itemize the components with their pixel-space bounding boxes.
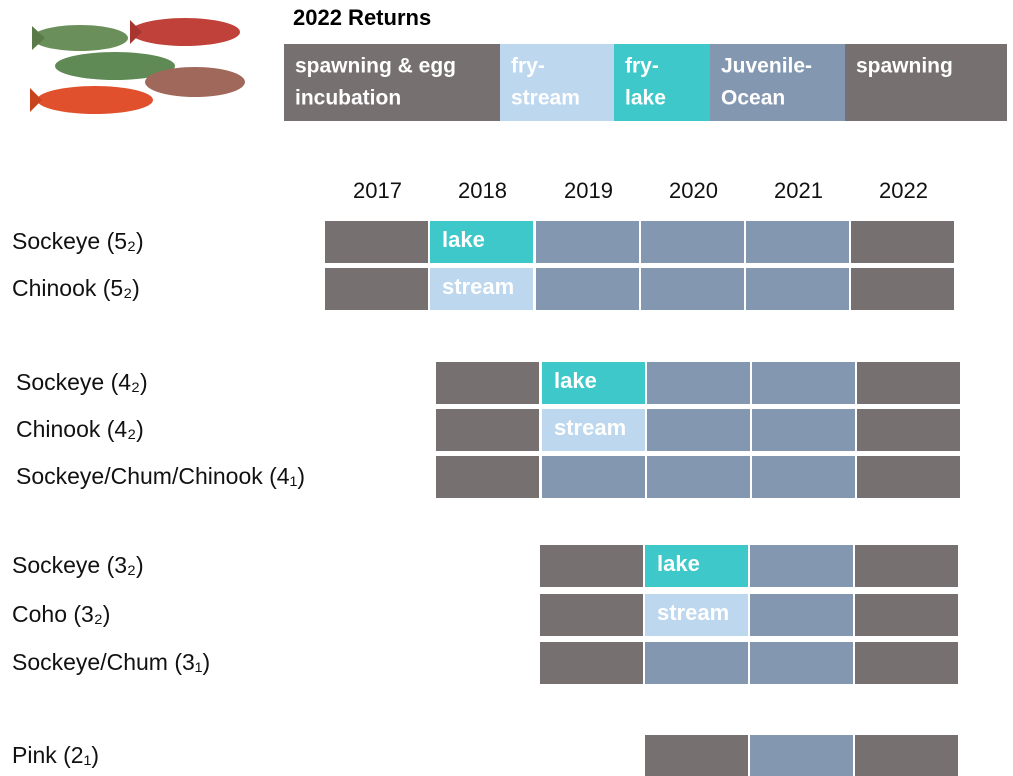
legend-swatch [710, 44, 845, 121]
stage-cell [641, 268, 744, 310]
stage-cell [645, 642, 748, 684]
stage-cell [855, 735, 958, 776]
stage-cell [855, 594, 958, 636]
stage-cell [436, 409, 539, 451]
legend-label: Juvenile- [721, 55, 812, 78]
stage-cell [750, 594, 853, 636]
year-label: 2018 [458, 178, 507, 203]
stage-cell [542, 456, 645, 498]
stage-cell [746, 268, 849, 310]
year-label: 2017 [353, 178, 402, 203]
stage-cell [855, 545, 958, 587]
stage-label: lake [442, 227, 485, 252]
stage-cell [857, 362, 960, 404]
legend-label: stream [511, 87, 580, 110]
stage-cell [752, 409, 855, 451]
stage-cell [750, 642, 853, 684]
stage-cell [851, 268, 954, 310]
legend-swatch [614, 44, 710, 121]
stage-cell [647, 456, 750, 498]
legend-label: lake [625, 87, 666, 110]
stage-cell [540, 545, 643, 587]
stage-cell [752, 456, 855, 498]
stage-cell [746, 221, 849, 263]
year-label: 2021 [774, 178, 823, 203]
row-label: Chinook (5₂) [12, 275, 140, 301]
stage-cell [540, 642, 643, 684]
stage-cell [436, 362, 539, 404]
fish-illustration [30, 18, 245, 114]
stage-cell [645, 735, 748, 776]
row-label: Sockeye (4₂) [16, 369, 148, 395]
row-label: Coho (3₂) [12, 601, 110, 627]
legend-label: fry- [511, 55, 545, 78]
stage-cell [542, 362, 645, 404]
stage-cell [752, 362, 855, 404]
stage-cell [325, 221, 428, 263]
legend-swatch [284, 44, 500, 121]
stage-label: lake [657, 551, 700, 576]
stage-cell [430, 268, 533, 310]
stage-cell [857, 456, 960, 498]
stage-cell [641, 221, 744, 263]
stage-label: stream [657, 600, 729, 625]
stage-cell [536, 268, 639, 310]
stage-cell [436, 456, 539, 498]
stage-cell [542, 409, 645, 451]
row-label: Pink (2₁) [12, 742, 99, 768]
stage-cell [540, 594, 643, 636]
year-label: 2022 [879, 178, 928, 203]
legend-label: spawning & egg [295, 55, 456, 78]
stage-cell [536, 221, 639, 263]
stage-cell [857, 409, 960, 451]
stage-cell [645, 594, 748, 636]
row-label: Sockeye (5₂) [12, 228, 144, 254]
year-label: 2019 [564, 178, 613, 203]
row-label: Chinook (4₂) [16, 416, 144, 442]
stage-cell [750, 735, 853, 776]
legend-label: spawning [856, 55, 953, 78]
stage-cell [851, 221, 954, 263]
stage-cell [645, 545, 748, 587]
stage-label: lake [554, 368, 597, 393]
stage-cell [647, 362, 750, 404]
stage-cell [325, 268, 428, 310]
legend-label: Ocean [721, 87, 785, 110]
row-label: Sockeye (3₂) [12, 552, 144, 578]
row-label: Sockeye/Chum/Chinook (4₁) [16, 463, 305, 489]
stage-cell [647, 409, 750, 451]
stage-cell [855, 642, 958, 684]
legend-swatch [845, 44, 1007, 121]
row-label: Sockeye/Chum (3₁) [12, 649, 210, 675]
stage-cell [750, 545, 853, 587]
legend-label: fry- [625, 55, 659, 78]
legend-label: incubation [295, 87, 401, 110]
stage-label: stream [442, 274, 514, 299]
stage-cell [430, 221, 533, 263]
legend-swatch [500, 44, 614, 121]
title: 2022 Returns [293, 5, 431, 30]
stage-label: stream [554, 415, 626, 440]
year-label: 2020 [669, 178, 718, 203]
